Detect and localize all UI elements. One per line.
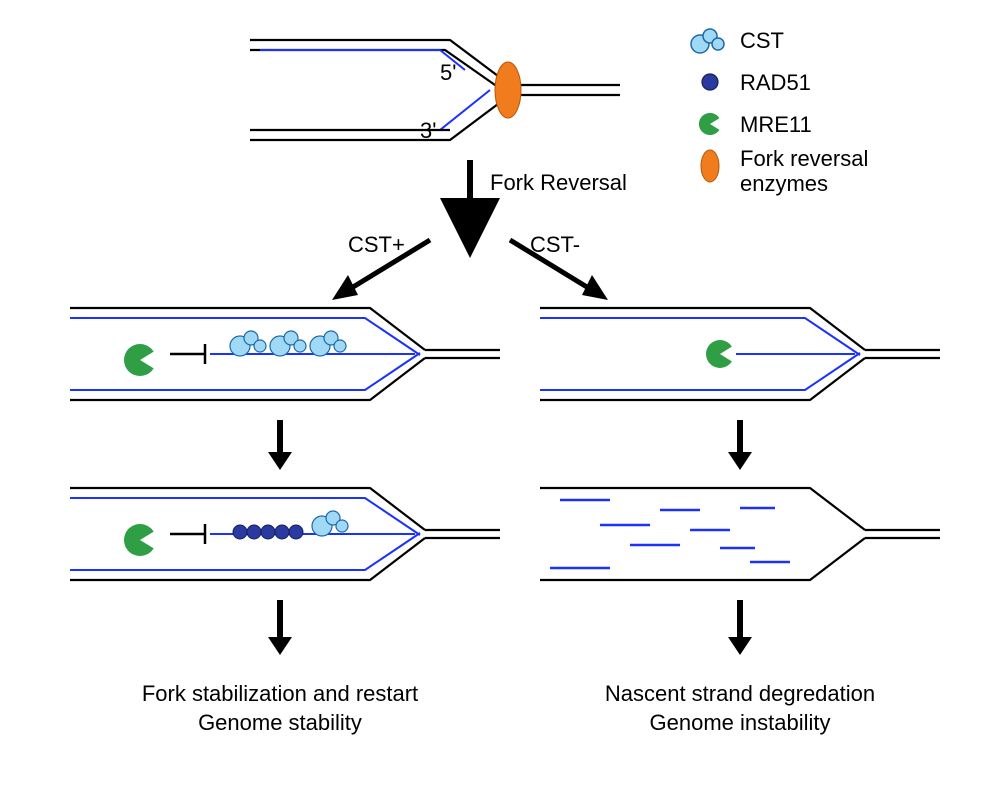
- outcome-right: Nascent strand degredation Genome instab…: [560, 680, 920, 737]
- cst-minus-label: CST-: [530, 232, 580, 258]
- legend-forkenz-label: Fork reversal enzymes: [740, 146, 960, 197]
- legend-mre11-label: MRE11: [740, 112, 812, 138]
- fork-reversal-label: Fork Reversal: [490, 170, 627, 196]
- outcome-left-line1: Fork stabilization and restart: [105, 680, 455, 709]
- cst-plus-label: CST+: [348, 232, 405, 258]
- rad51-icon: [702, 74, 718, 90]
- outcome-left: Fork stabilization and restart Genome st…: [105, 680, 455, 737]
- left-fork-cst: [70, 308, 500, 400]
- five-prime-label: 5': [440, 60, 456, 86]
- three-prime-label: 3': [420, 118, 436, 144]
- outcome-right-line2: Genome instability: [560, 709, 920, 738]
- legend-rad51-label: RAD51: [740, 70, 811, 96]
- right-fork-mre11: [540, 308, 940, 400]
- outcome-right-line1: Nascent strand degredation: [560, 680, 920, 709]
- right-fork-degraded: [540, 488, 940, 580]
- fork-enzyme-icon: [701, 150, 719, 182]
- outcome-left-line2: Genome stability: [105, 709, 455, 738]
- cst-icon: [691, 29, 724, 53]
- legend: [691, 29, 724, 182]
- legend-cst-label: CST: [740, 28, 784, 54]
- left-fork-rad51: [70, 488, 500, 580]
